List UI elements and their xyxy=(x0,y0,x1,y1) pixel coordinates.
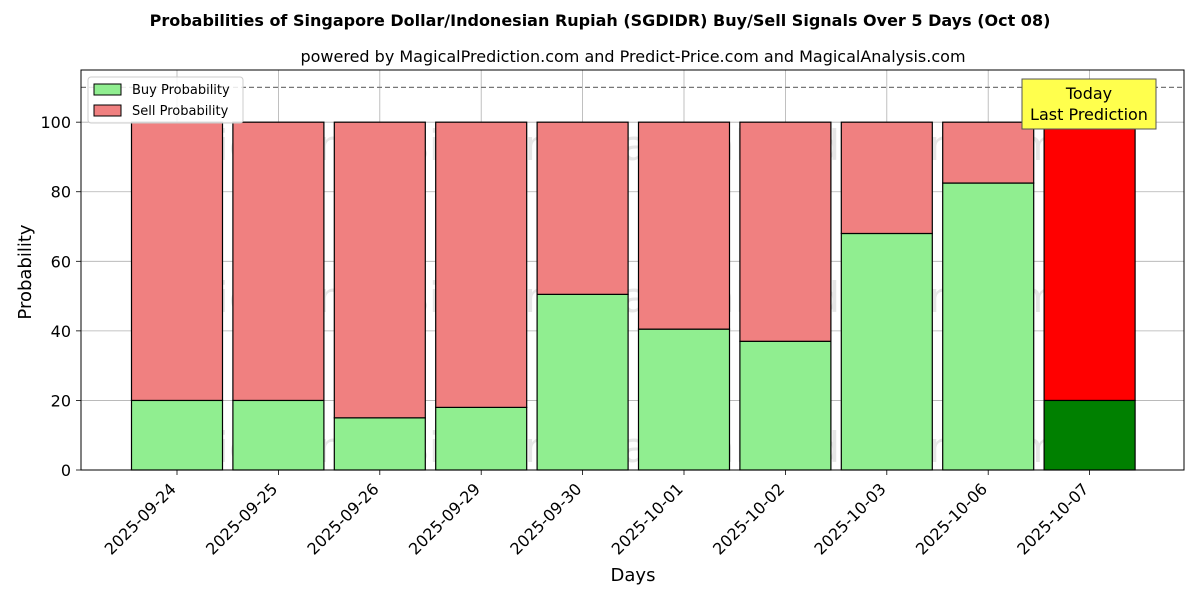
legend-label: Buy Probability xyxy=(132,83,230,98)
legend-swatch xyxy=(93,83,122,96)
y-tick-label: 40 xyxy=(51,322,71,341)
legend: Buy Probability Sell Probability xyxy=(87,76,244,124)
buy-bar xyxy=(942,182,1035,471)
annotation-box xyxy=(1021,78,1157,130)
x-tick-label: 2025-09-29 xyxy=(405,479,484,558)
sell-bar xyxy=(637,121,731,330)
chart-subtitle: powered by MagicalPrediction.com and Pre… xyxy=(300,47,965,66)
buy-bar xyxy=(1043,399,1136,471)
y-tick-label: 60 xyxy=(51,252,71,271)
legend-label: Sell Probability xyxy=(132,104,229,119)
axes xyxy=(76,69,1185,475)
x-tick-label: 2025-10-07 xyxy=(1013,479,1092,558)
x-tick-label: 2025-09-30 xyxy=(506,479,585,558)
x-tick-label: 2025-09-24 xyxy=(101,479,180,558)
annotation-line-today: Today xyxy=(1065,84,1112,103)
buy-bar xyxy=(739,340,832,471)
sell-bar xyxy=(840,121,933,235)
buy-bar xyxy=(536,293,629,471)
x-tick-label: 2025-09-25 xyxy=(202,479,281,558)
y-tick-label: 100 xyxy=(40,113,71,132)
y-axis-label: Probability xyxy=(15,224,36,319)
buy-bar xyxy=(130,399,224,471)
x-tick-label: 2025-10-01 xyxy=(608,479,687,558)
sell-bar xyxy=(333,121,426,419)
today-annotation: Today Last Prediction xyxy=(1021,78,1157,130)
x-axis-label: Days xyxy=(611,565,656,586)
buy-bar xyxy=(232,399,325,471)
y-tick-label: 20 xyxy=(51,391,71,410)
buy-bar xyxy=(435,406,528,471)
sell-bar xyxy=(232,121,325,402)
buy-bar xyxy=(333,417,426,471)
x-tick-label: 2025-09-26 xyxy=(303,479,382,558)
sell-bar xyxy=(942,121,1035,184)
annotation-line-last-prediction: Last Prediction xyxy=(1030,105,1148,124)
y-tick-label: 80 xyxy=(51,183,71,202)
sell-bar xyxy=(536,121,629,295)
sell-bar xyxy=(739,121,832,342)
sell-bar xyxy=(1043,121,1136,402)
legend-swatch xyxy=(93,104,122,117)
buy-bar xyxy=(637,328,731,471)
x-tick-label: 2025-10-06 xyxy=(912,479,991,558)
sell-bar xyxy=(130,121,224,402)
y-tick-label: 0 xyxy=(61,461,71,480)
buy-bar xyxy=(840,232,933,471)
sell-bar xyxy=(435,121,528,408)
plot-frame xyxy=(80,69,1185,471)
x-tick-label: 2025-10-03 xyxy=(810,479,889,558)
chart-title: Probabilities of Singapore Dollar/Indone… xyxy=(150,11,1051,30)
bars xyxy=(130,121,1136,471)
x-tick-label: 2025-10-02 xyxy=(709,479,788,558)
legend-box xyxy=(87,76,244,124)
